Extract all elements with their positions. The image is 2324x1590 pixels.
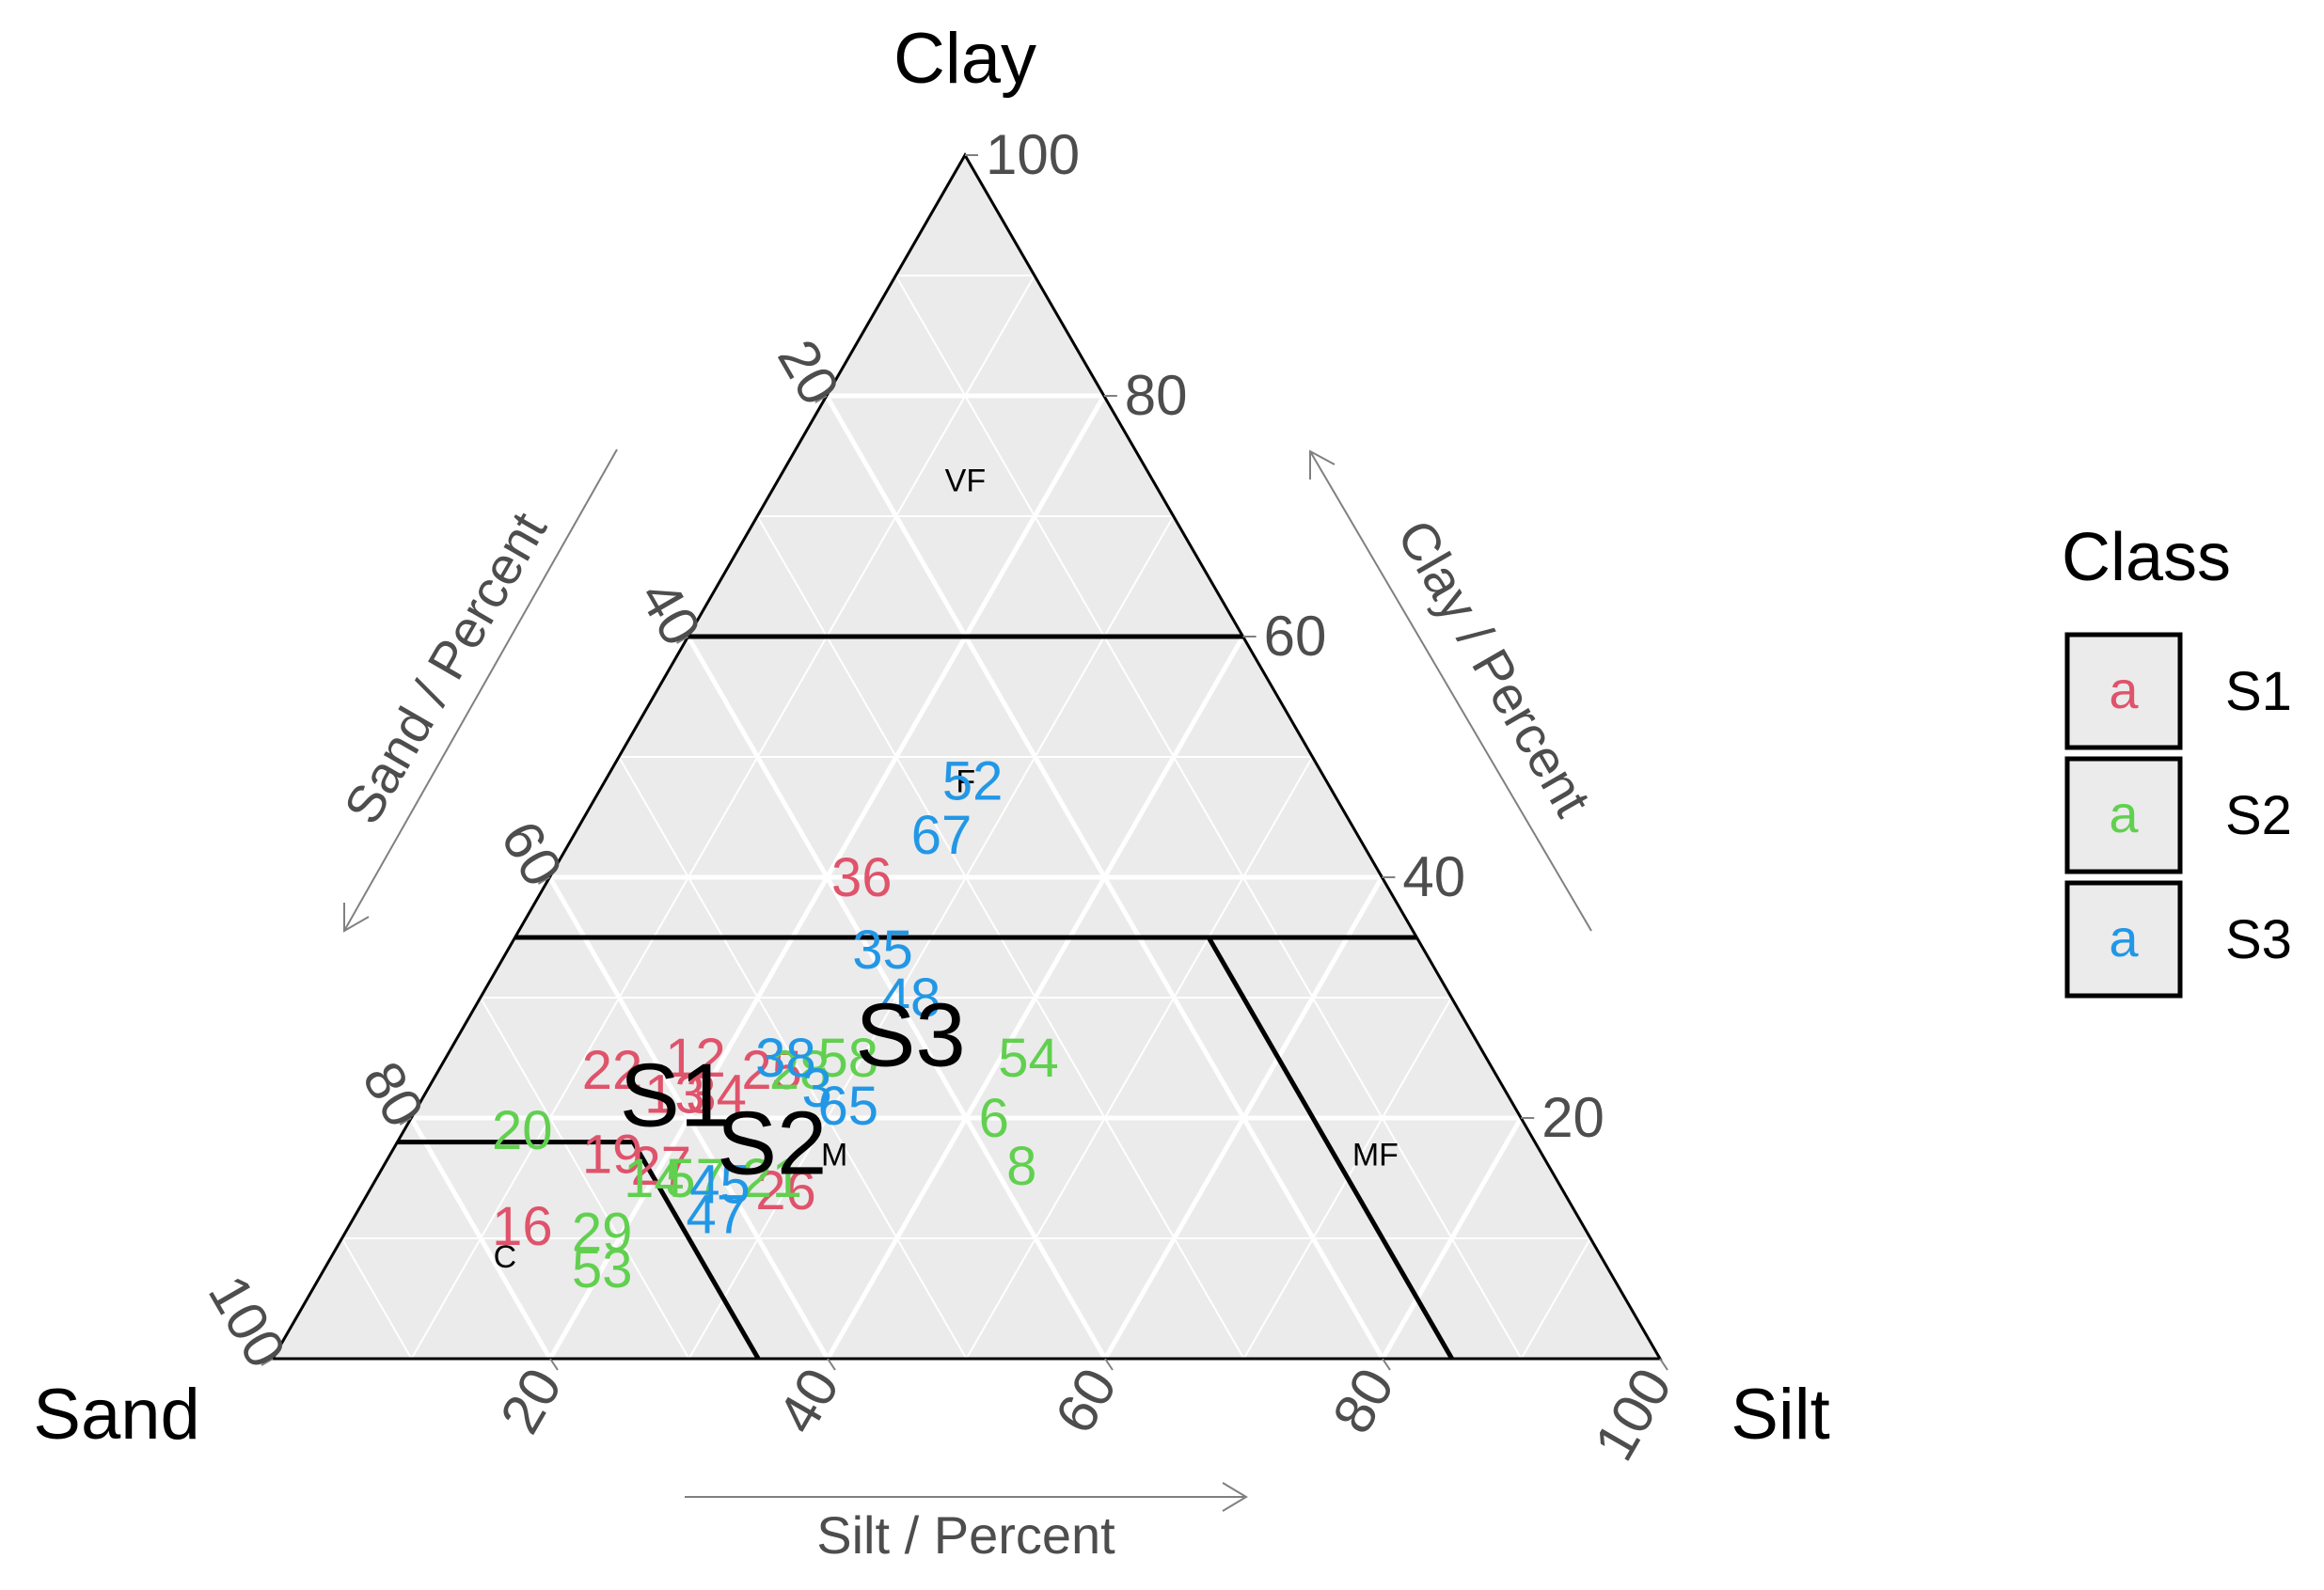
point-label: 48 bbox=[880, 968, 941, 1029]
point-label: 58 bbox=[817, 1028, 878, 1089]
grid-line bbox=[1380, 1116, 1524, 1361]
point-label: 22 bbox=[582, 1040, 643, 1101]
vertex-label-clay: Clay bbox=[893, 19, 1036, 99]
legend-key bbox=[2064, 632, 2183, 750]
tick-label-silt: 100 bbox=[1582, 1358, 1684, 1471]
grid-line bbox=[894, 275, 1523, 1360]
point-label: 19 bbox=[582, 1124, 643, 1185]
tick-label-silt: 80 bbox=[1320, 1358, 1406, 1443]
region-label-f: F bbox=[956, 764, 975, 800]
legend-label: S3 bbox=[2225, 909, 2292, 970]
point-label: 6 bbox=[979, 1088, 1009, 1149]
grid-line bbox=[1102, 875, 1384, 1361]
point-label: 35 bbox=[852, 920, 913, 981]
group-label-s2: S2 bbox=[717, 1094, 827, 1194]
axis-title-clay: Clay / Percent bbox=[1386, 510, 1604, 826]
region-label-c: C bbox=[494, 1239, 517, 1275]
group-label-s3: S3 bbox=[855, 984, 965, 1085]
grid-line bbox=[410, 275, 1036, 1360]
grid-line bbox=[618, 756, 968, 1360]
point-label: 20 bbox=[492, 1100, 553, 1161]
grid-line bbox=[479, 997, 690, 1360]
legend-entry-s2: a S2 bbox=[2064, 756, 2292, 874]
region-label-m: M bbox=[821, 1137, 847, 1173]
region-label-mf: MF bbox=[1352, 1137, 1399, 1173]
point-label: 53 bbox=[572, 1238, 633, 1299]
grid-line bbox=[409, 1116, 553, 1361]
class-boundary-line bbox=[631, 1141, 761, 1361]
tick-label-clay: 40 bbox=[1402, 845, 1465, 908]
grid-lines bbox=[340, 275, 1591, 1361]
tick-label-sand: 100 bbox=[197, 1265, 298, 1377]
point-label: 14 bbox=[624, 1148, 685, 1209]
point-label: 28 bbox=[769, 1040, 830, 1101]
grid-line bbox=[1520, 1237, 1591, 1360]
point-label: 67 bbox=[911, 805, 972, 866]
grid-line bbox=[965, 756, 1314, 1360]
tick-label-silt: 60 bbox=[1043, 1358, 1129, 1443]
vertex-label-silt: Silt bbox=[1731, 1375, 1830, 1455]
tick-marks bbox=[261, 154, 1668, 1371]
point-label: 16 bbox=[492, 1196, 553, 1257]
tick-label-clay: 20 bbox=[1541, 1086, 1605, 1149]
region-label-vf: VF bbox=[945, 464, 986, 499]
legend-key bbox=[2064, 756, 2183, 874]
legend-key-glyph: a bbox=[2109, 660, 2139, 719]
point-label: 38 bbox=[755, 1028, 816, 1089]
group-label-s1: S1 bbox=[620, 1045, 730, 1145]
point-label: 54 bbox=[998, 1028, 1059, 1089]
legend-label: S1 bbox=[2225, 661, 2292, 722]
point-label: 36 bbox=[831, 847, 893, 908]
point-label: 45 bbox=[689, 1154, 751, 1215]
clay-axis-arrow bbox=[1309, 449, 1592, 932]
grid-line bbox=[340, 1237, 413, 1360]
point-label: 29 bbox=[572, 1203, 633, 1264]
sand-axis-arrow bbox=[343, 449, 618, 933]
region-labels: VF F M MF C bbox=[494, 464, 1399, 1276]
point-label: 52 bbox=[942, 751, 1004, 812]
tick-label-silt: 20 bbox=[488, 1358, 574, 1443]
point-label: 26 bbox=[755, 1160, 816, 1221]
vertex-label-sand: Sand bbox=[33, 1375, 200, 1455]
legend-entry-s3: a S3 bbox=[2064, 880, 2292, 999]
point-label: 65 bbox=[818, 1076, 879, 1137]
legend-key-glyph: a bbox=[2109, 784, 2139, 843]
point-label: 8 bbox=[1006, 1136, 1036, 1197]
axis-title-silt: Silt / Percent bbox=[816, 1505, 1115, 1565]
point-label: 21 bbox=[742, 1148, 803, 1209]
tick-label-clay: 100 bbox=[986, 123, 1080, 186]
silt-axis-arrow bbox=[685, 1482, 1248, 1512]
legend: Class a S1 a S2 a S3 bbox=[2062, 520, 2292, 999]
axis-title-sand: Sand / Percent bbox=[332, 502, 558, 834]
legend-key bbox=[2064, 880, 2183, 999]
tick-label-silt: 40 bbox=[766, 1358, 851, 1443]
point-label: 13 bbox=[644, 1063, 705, 1125]
point-label: 25 bbox=[741, 1040, 802, 1101]
point-label: 3 bbox=[801, 1058, 831, 1119]
triangle-frame bbox=[270, 151, 1663, 1361]
point-label: 12 bbox=[665, 1028, 726, 1089]
legend-key-glyph: a bbox=[2109, 908, 2139, 968]
point-label: 34 bbox=[686, 1063, 747, 1125]
grid-line bbox=[547, 875, 830, 1361]
class-boundaries bbox=[397, 634, 1454, 1361]
point-label: 47 bbox=[687, 1184, 748, 1245]
legend-label: S2 bbox=[2225, 785, 2292, 846]
point-label: 57 bbox=[665, 1148, 726, 1209]
point-label: 27 bbox=[631, 1136, 692, 1197]
class-boundary-line bbox=[1206, 936, 1454, 1361]
legend-title: Class bbox=[2062, 520, 2231, 595]
tick-label-clay: 60 bbox=[1264, 605, 1327, 668]
tick-label-clay: 80 bbox=[1125, 364, 1188, 427]
legend-entry-s1: a S1 bbox=[2064, 632, 2292, 750]
